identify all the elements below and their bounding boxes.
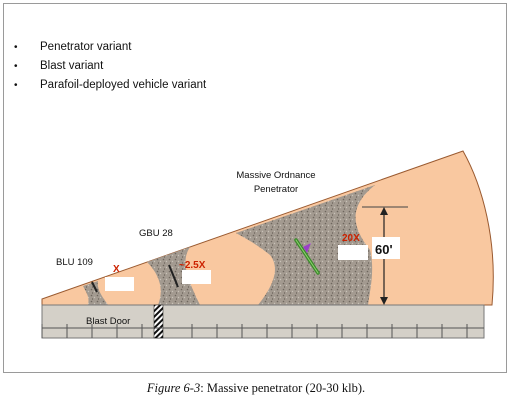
bullet-item: • Parafoil-deployed vehicle variant: [14, 76, 206, 95]
bullet-dot-icon: •: [14, 61, 18, 72]
arrow-down-icon: [380, 297, 388, 305]
label-box-blu109: [105, 277, 134, 291]
arrow-up-icon: [380, 207, 388, 215]
label-mop-line2: Penetrator: [254, 184, 298, 195]
blast-door-hatch: [153, 304, 164, 339]
label-gbu28: GBU 28: [139, 228, 173, 239]
bullet-dot-icon: •: [14, 80, 18, 91]
bullet-text: Blast variant: [40, 60, 104, 72]
tick-marks: [41, 324, 468, 338]
label-mop-factor: 20X: [342, 233, 360, 244]
blast-door-slab: [41, 304, 485, 339]
label-x-marker: X: [113, 264, 120, 275]
label-depth: 60': [375, 242, 393, 257]
figure-caption: Figure 6-3: Massive penetrator (20-30 kl…: [0, 381, 512, 396]
caption-figure-ref: Figure 6-3: [146, 381, 201, 395]
label-mop-line1: Massive Ordnance: [236, 170, 315, 181]
label-box-gbu28: [182, 270, 211, 284]
bullet-list: • Penetrator variant • Blast variant • Para…: [14, 38, 206, 95]
label-blu109: BLU 109: [56, 257, 93, 268]
bullet-dot-icon: •: [14, 42, 18, 53]
bomb-icon-blu109: [91, 281, 98, 293]
bullet-item: • Penetrator variant: [14, 38, 206, 57]
label-blast-door: Blast Door: [86, 316, 130, 327]
bullet-text: Penetrator variant: [40, 41, 132, 53]
bullet-text: Parafoil-deployed vehicle variant: [40, 79, 207, 91]
label-gbu-factor: ~2.5X: [179, 260, 206, 271]
bullet-item: • Blast variant: [14, 57, 206, 76]
crater-blu109: [83, 281, 108, 305]
bomb-icon-mop: [294, 238, 320, 275]
label-box-mop: [338, 245, 368, 260]
caption-text: : Massive penetrator (20-30 klb).: [200, 381, 366, 395]
bomb-icon-gbu28: [168, 264, 179, 288]
label-box-depth: [372, 237, 400, 259]
crater-mop: [236, 185, 375, 305]
